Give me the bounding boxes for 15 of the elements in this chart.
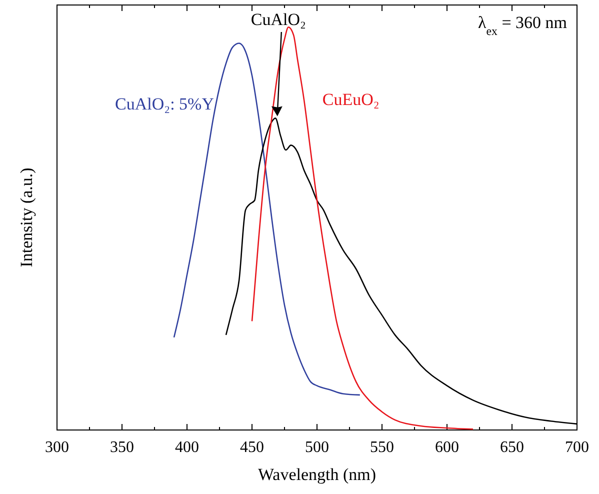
x-tick-label: 600 (435, 439, 459, 456)
x-tick-label: 650 (500, 439, 524, 456)
x-tick-label: 450 (240, 439, 264, 456)
series-label: CuEuO₂ (322, 90, 380, 110)
x-tick-label: 700 (565, 439, 589, 456)
x-tick-label: 300 (45, 439, 69, 456)
x-axis-title: Wavelength (nm) (258, 465, 376, 484)
x-tick-label: 400 (175, 439, 199, 456)
legend-label: CuAlO₂ (250, 10, 306, 29)
x-tick-label: 350 (110, 439, 134, 456)
x-tick-label: 500 (305, 439, 329, 456)
x-tick-label: 550 (370, 439, 394, 456)
annotation: λ$_{ex}$ = 360 nm (478, 13, 567, 38)
y-axis-title: Intensity (a.u.) (17, 168, 36, 268)
series-label: CuAlO₂: 5%Y (115, 94, 214, 114)
